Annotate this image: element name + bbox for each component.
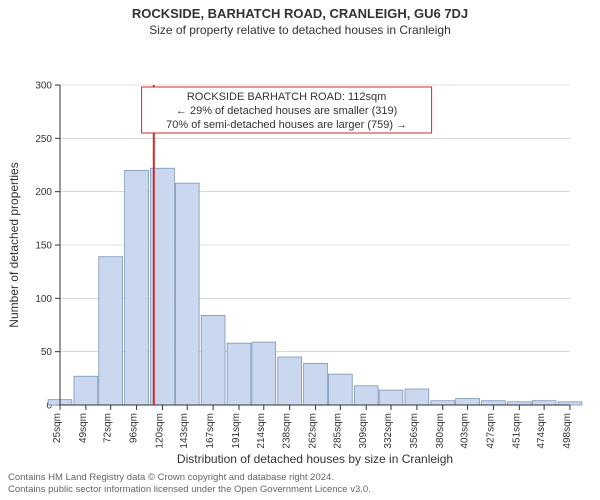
svg-text:356sqm: 356sqm — [409, 413, 420, 449]
svg-text:25sqm: 25sqm — [52, 413, 63, 443]
svg-text:96sqm: 96sqm — [129, 413, 140, 443]
svg-text:498sqm: 498sqm — [562, 413, 573, 449]
svg-text:150: 150 — [35, 241, 52, 252]
svg-text:309sqm: 309sqm — [358, 413, 369, 449]
svg-text:214sqm: 214sqm — [256, 413, 267, 449]
svg-text:120sqm: 120sqm — [154, 413, 165, 449]
svg-text:← 29% of detached houses are s: ← 29% of detached houses are smaller (31… — [176, 105, 397, 117]
svg-text:380sqm: 380sqm — [435, 413, 446, 449]
svg-text:50: 50 — [41, 347, 53, 358]
svg-text:72sqm: 72sqm — [103, 413, 114, 443]
svg-text:70% of semi-detached houses ar: 70% of semi-detached houses are larger (… — [166, 119, 407, 131]
svg-text:49sqm: 49sqm — [78, 413, 89, 443]
svg-text:403sqm: 403sqm — [460, 413, 471, 449]
svg-text:285sqm: 285sqm — [332, 413, 343, 449]
svg-text:427sqm: 427sqm — [485, 413, 496, 449]
svg-text:Distribution of detached house: Distribution of detached houses by size … — [177, 452, 453, 466]
svg-text:143sqm: 143sqm — [179, 413, 190, 449]
footer-line-2: Contains public sector information licen… — [8, 484, 371, 496]
svg-text:191sqm: 191sqm — [231, 413, 242, 449]
svg-text:238sqm: 238sqm — [282, 413, 293, 449]
svg-text:250: 250 — [35, 134, 52, 145]
footer-line-1: Contains HM Land Registry data © Crown c… — [8, 472, 371, 484]
chart-title-sub: Size of property relative to detached ho… — [0, 21, 600, 37]
footer-attribution: Contains HM Land Registry data © Crown c… — [8, 472, 371, 496]
chart-title-main: ROCKSIDE, BARHATCH ROAD, CRANLEIGH, GU6 … — [0, 0, 600, 21]
svg-text:ROCKSIDE BARHATCH ROAD: 112sqm: ROCKSIDE BARHATCH ROAD: 112sqm — [187, 91, 386, 103]
svg-text:300: 300 — [35, 81, 52, 92]
svg-text:167sqm: 167sqm — [205, 413, 216, 449]
svg-text:Number of detached properties: Number of detached properties — [7, 162, 21, 327]
svg-text:474sqm: 474sqm — [536, 413, 547, 449]
svg-text:100: 100 — [35, 294, 52, 305]
svg-text:262sqm: 262sqm — [308, 413, 319, 449]
histogram-chart: 05010015020025030025sqm49sqm72sqm96sqm12… — [0, 37, 600, 469]
svg-text:200: 200 — [35, 187, 52, 198]
svg-text:451sqm: 451sqm — [511, 413, 522, 449]
svg-text:332sqm: 332sqm — [383, 413, 394, 449]
